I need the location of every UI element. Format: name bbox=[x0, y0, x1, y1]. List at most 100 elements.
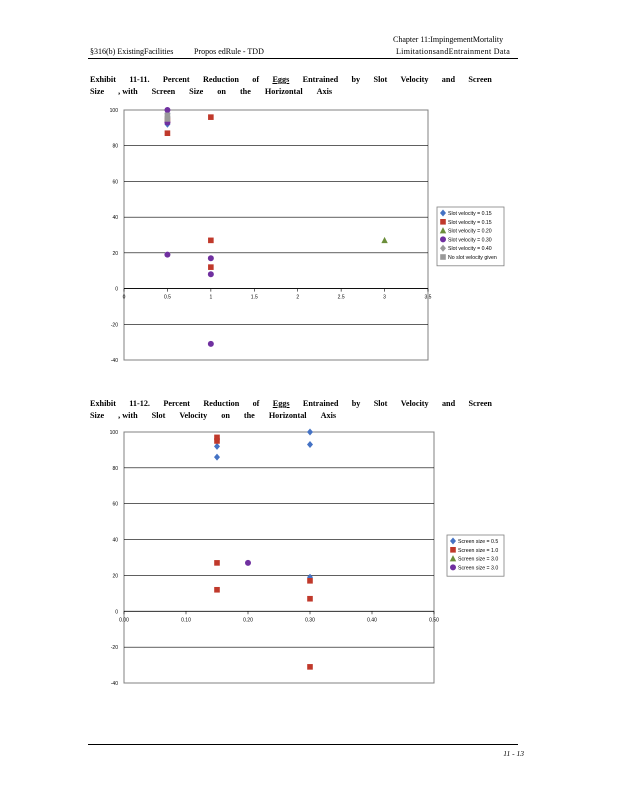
caption-word: Size bbox=[90, 411, 105, 420]
data-point bbox=[164, 251, 171, 258]
x-tick-label: 2.5 bbox=[338, 295, 345, 301]
legend-label: Slot velocity = 0.40 bbox=[448, 246, 492, 252]
y-tick-label: -40 bbox=[111, 358, 118, 364]
y-tick-label: 20 bbox=[112, 573, 118, 579]
legend-marker bbox=[449, 555, 457, 562]
legend-label: Slot velocity = 0.15 bbox=[448, 220, 492, 226]
caption-word: Axis bbox=[320, 411, 337, 420]
legend-label: Screen size = 0.5 bbox=[458, 539, 498, 545]
data-point bbox=[164, 116, 171, 122]
data-point bbox=[208, 114, 214, 120]
y-tick-label: -40 bbox=[111, 681, 118, 687]
caption-word: Horizontal bbox=[264, 87, 303, 96]
footer-rule bbox=[88, 744, 518, 745]
caption-word: Screen bbox=[468, 399, 492, 408]
legend-marker bbox=[440, 209, 446, 217]
caption-word: and bbox=[441, 399, 456, 408]
x-tick-label: 0.50 bbox=[429, 617, 439, 623]
plot-area bbox=[123, 109, 429, 361]
caption-word: Exhibit bbox=[90, 75, 116, 84]
legend-label: Slot velocity = 0.15 bbox=[448, 211, 492, 217]
y-tick-label: 0 bbox=[115, 287, 118, 293]
caption-word: Reduction bbox=[203, 399, 240, 408]
data-point bbox=[207, 271, 214, 278]
legend-marker bbox=[450, 564, 456, 571]
y-tick-label: 60 bbox=[112, 502, 118, 508]
caption-word: and bbox=[441, 75, 455, 84]
exhibit-caption-2: Exhibit 11-12. Percent Reduction of Eggs Entra… bbox=[90, 398, 492, 422]
legend-label: Screen size = 3.0 bbox=[458, 565, 498, 571]
x-tick-label: 0.10 bbox=[181, 617, 191, 623]
caption-word: Entrained bbox=[302, 75, 339, 84]
chapter-subtitle: LimitationsandEntrainment Data bbox=[396, 47, 511, 56]
data-point bbox=[214, 453, 220, 461]
data-point bbox=[307, 595, 313, 602]
caption-word: Screen bbox=[468, 75, 492, 84]
y-tick-label: 20 bbox=[112, 251, 118, 257]
legend-label: Screen size = 3.0 bbox=[458, 557, 498, 563]
data-point bbox=[214, 434, 220, 441]
exhibit-caption-1: Exhibit 11-11. Percent Reduction of Eggs Entra… bbox=[90, 74, 492, 98]
legend-label: Slot velocity = 0.30 bbox=[448, 237, 492, 243]
y-tick-label: 40 bbox=[112, 215, 118, 221]
rule-title: Propos edRule - TDD bbox=[194, 47, 264, 56]
data-point bbox=[214, 586, 220, 593]
caption-word: by bbox=[351, 75, 361, 84]
y-tick-label: -20 bbox=[111, 322, 118, 328]
legend-marker bbox=[439, 227, 447, 234]
caption-word: , with bbox=[118, 87, 138, 96]
caption-word: Horizontal bbox=[268, 411, 307, 420]
caption-line-2: Size , with Slot Velocity on the Horizontal Axi… bbox=[90, 410, 492, 422]
data-point bbox=[208, 264, 214, 270]
legend-label: Screen size = 1.0 bbox=[458, 548, 498, 554]
caption-word: Exhibit bbox=[90, 399, 116, 408]
chapter-title: Chapter 11:ImpingementMortality bbox=[393, 35, 504, 44]
caption-word: Reduction bbox=[202, 75, 239, 84]
x-tick-label: 0.20 bbox=[243, 617, 253, 623]
legend bbox=[436, 206, 505, 267]
data-point bbox=[164, 130, 171, 137]
header-rule bbox=[88, 58, 518, 59]
caption-word: the bbox=[243, 411, 255, 420]
caption-word: of bbox=[252, 399, 260, 408]
caption-word: Size bbox=[90, 87, 105, 96]
x-tick-label: 0.00 bbox=[119, 617, 129, 623]
x-tick-label: 3 bbox=[383, 295, 386, 301]
legend-marker bbox=[450, 537, 456, 545]
data-point bbox=[207, 255, 214, 262]
x-tick-label: 0.5 bbox=[164, 295, 171, 301]
caption-word: Velocity bbox=[179, 411, 208, 420]
caption-word: Eggs bbox=[272, 399, 290, 408]
data-point bbox=[214, 438, 220, 444]
y-tick-label: 60 bbox=[112, 179, 118, 185]
caption-word: Velocity bbox=[400, 399, 429, 408]
caption-word: Entrained bbox=[302, 399, 339, 408]
page-number: 11 - 13 bbox=[503, 749, 524, 758]
y-tick-label: 40 bbox=[112, 538, 118, 544]
caption-word: by bbox=[351, 399, 361, 408]
data-point bbox=[381, 236, 388, 244]
x-tick-label: 2 bbox=[296, 295, 299, 301]
y-tick-label: 100 bbox=[110, 108, 119, 114]
x-tick-label: 0.30 bbox=[305, 617, 315, 623]
data-point bbox=[164, 112, 171, 119]
legend-marker bbox=[440, 236, 446, 243]
caption-word: of bbox=[252, 75, 260, 84]
data-point bbox=[307, 428, 313, 436]
y-tick-label: 100 bbox=[110, 430, 119, 436]
legend-marker bbox=[450, 547, 456, 553]
data-point bbox=[307, 578, 313, 584]
y-tick-label: 80 bbox=[112, 466, 118, 472]
caption-word: Screen bbox=[151, 87, 176, 96]
legend-marker bbox=[440, 219, 446, 225]
caption-word: Axis bbox=[316, 87, 333, 96]
section-title: §316(b) ExistingFacilities bbox=[90, 47, 174, 56]
y-tick-label: -20 bbox=[111, 645, 118, 651]
caption-word: on bbox=[221, 411, 230, 420]
y-tick-label: 0 bbox=[115, 609, 118, 615]
caption-word: 11-11. bbox=[129, 75, 150, 84]
caption-word: Slot bbox=[151, 411, 166, 420]
caption-word: , with bbox=[118, 411, 138, 420]
legend-label: Slot velocity = 0.20 bbox=[448, 229, 492, 235]
